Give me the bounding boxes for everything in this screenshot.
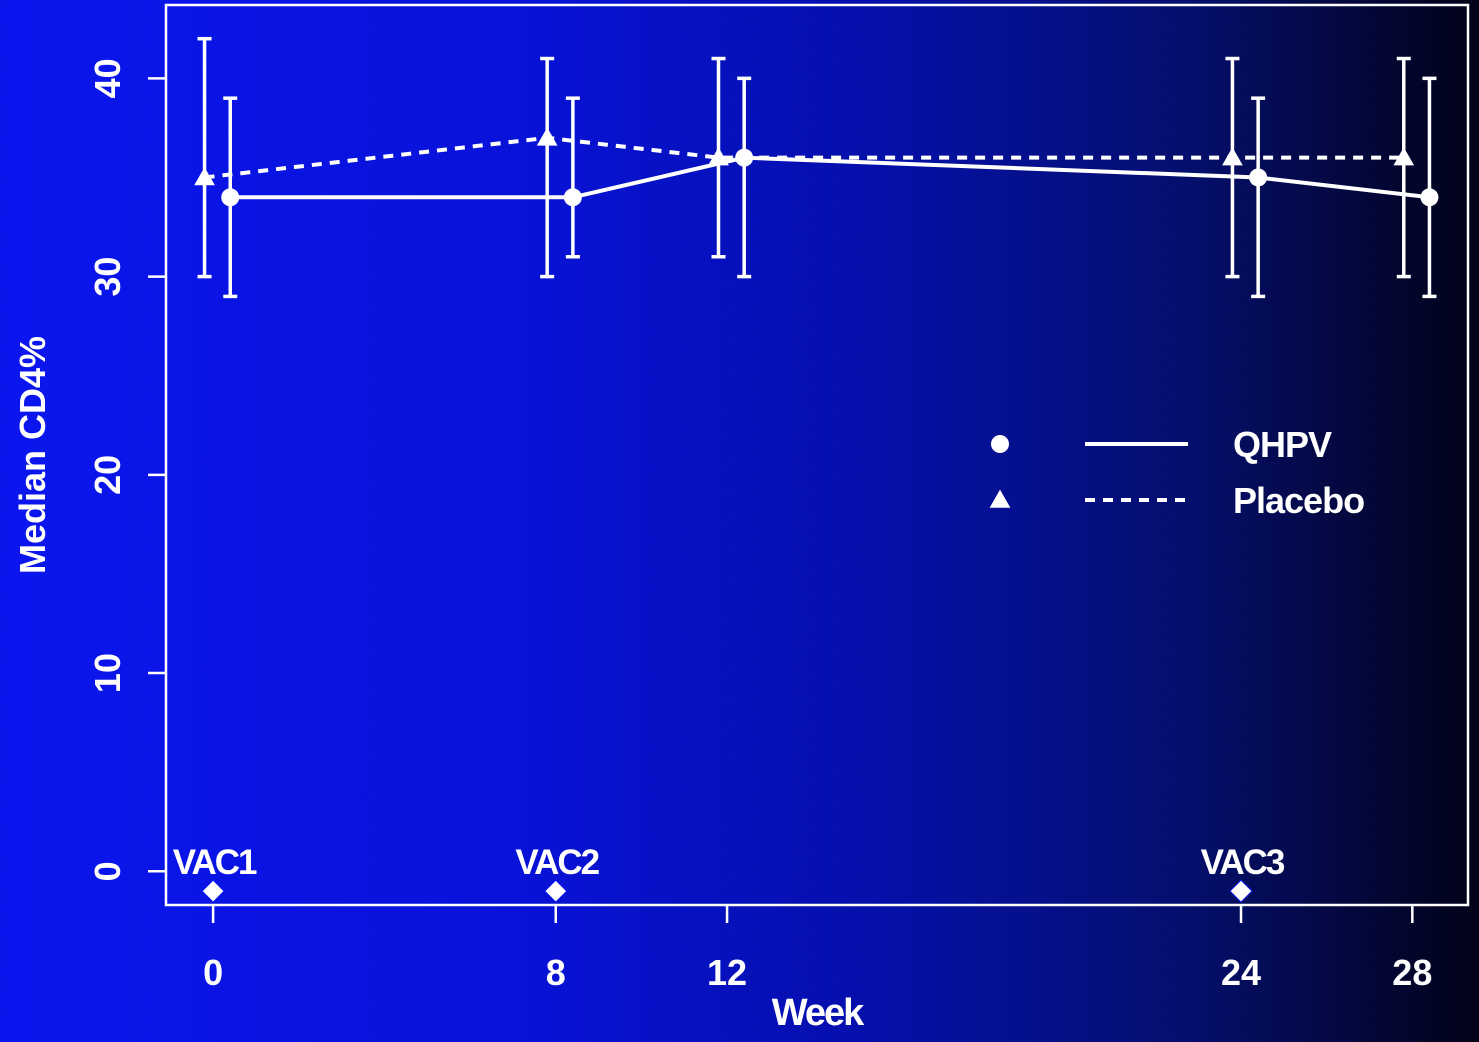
data-point-placebo	[1222, 147, 1243, 166]
vaccination-label: VAC2	[515, 843, 599, 882]
y-tick-label: 0	[87, 861, 128, 881]
legend-label-qhpv: QHPV	[1233, 424, 1332, 465]
y-axis-label: Median CD4%	[12, 336, 53, 574]
x-axis-label: Week	[772, 992, 865, 1034]
y-tick-label: 20	[87, 455, 128, 495]
vaccination-label: VAC1	[173, 843, 257, 882]
x-tick-label: 0	[203, 952, 223, 993]
x-tick-label: 12	[707, 952, 747, 993]
series-placebo	[194, 36, 1415, 279]
y-tick-label: 40	[87, 58, 128, 98]
data-point-qhpv	[221, 188, 240, 207]
y-tick-label: 10	[87, 653, 128, 693]
data-point-qhpv	[1249, 168, 1268, 187]
series-line-placebo	[204, 135, 1404, 180]
legend-marker-qhpv	[991, 435, 1009, 453]
series-layer	[194, 36, 1439, 299]
data-point-placebo	[708, 147, 729, 166]
plot-frame	[164, 3, 1470, 907]
x-axis: 0 8 12 24 28	[203, 905, 1432, 993]
y-tick-label: 30	[87, 257, 128, 297]
data-point-placebo	[1393, 147, 1415, 166]
legend: QHPV Placebo	[989, 424, 1365, 521]
x-tick-label: 8	[546, 952, 566, 993]
annotation-layer: VAC1 VAC2 VAC3	[173, 843, 1287, 903]
x-tick-label: 28	[1392, 952, 1432, 993]
vaccination-marker	[201, 879, 225, 903]
data-point-placebo	[536, 127, 558, 146]
vaccination-label: VAC3	[1201, 843, 1285, 882]
vaccination-marker	[1229, 879, 1253, 903]
legend-label-placebo: Placebo	[1233, 480, 1364, 521]
data-point-qhpv	[1420, 188, 1439, 207]
series-qhpv	[221, 76, 1439, 299]
data-point-placebo	[194, 167, 215, 186]
y-axis: 0 10 20 30 40	[87, 58, 166, 881]
data-point-qhpv	[563, 188, 582, 207]
x-tick-label: 24	[1221, 952, 1261, 993]
legend-marker-placebo	[989, 489, 1011, 508]
vaccination-marker	[544, 879, 568, 903]
